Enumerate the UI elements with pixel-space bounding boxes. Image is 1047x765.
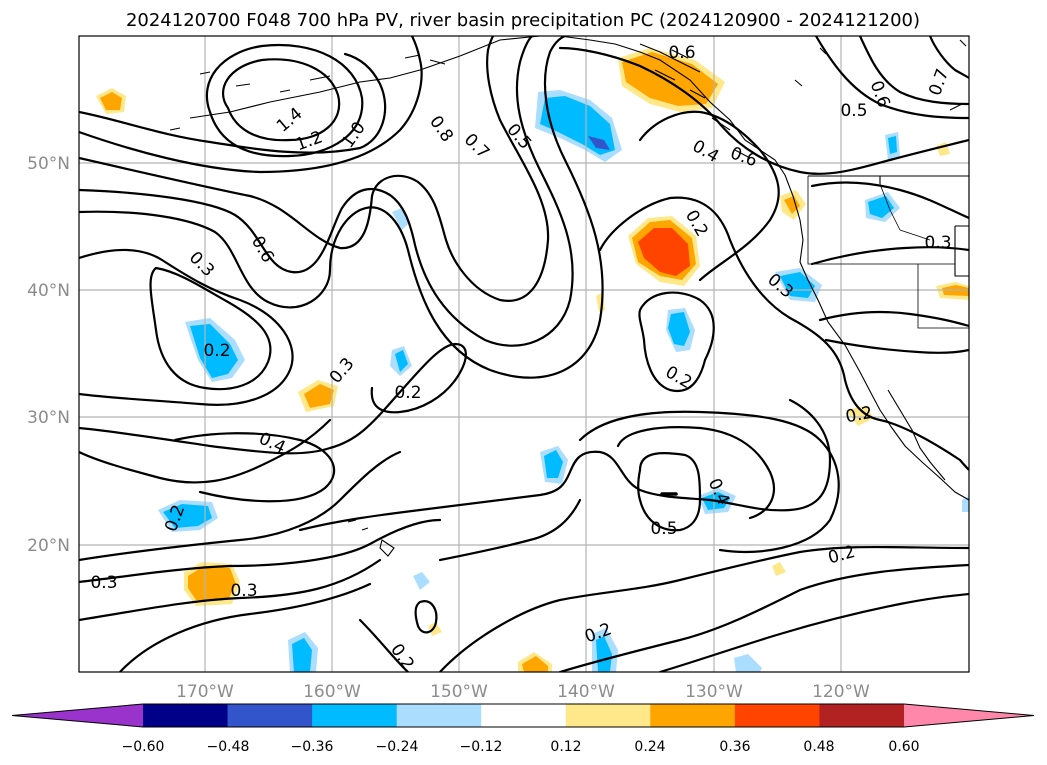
colorbar-tick: −0.24 — [376, 739, 419, 755]
colorbar-segment — [481, 704, 567, 727]
lat-label-20n: 20°N — [27, 536, 70, 556]
contour-label: 0.3 — [230, 581, 257, 601]
colorbar-segment — [734, 704, 820, 727]
coastlines — [169, 36, 969, 557]
colorbar-segment — [396, 704, 482, 727]
contour-label: 0.2 — [844, 403, 874, 427]
contour-label: 0.3 — [90, 573, 117, 593]
colorbar-tick: 0.36 — [719, 739, 750, 755]
lon-label-130w: 130°W — [685, 682, 743, 702]
contour-label: 0.3 — [924, 233, 951, 253]
colorbar-segments — [11, 703, 1035, 728]
colorbar-tick: 0.48 — [803, 739, 834, 755]
lon-label-120w: 120°W — [812, 682, 870, 702]
lat-label-50n: 50°N — [27, 154, 70, 174]
contour-label: 0.6 — [668, 43, 695, 63]
colorbar-segment — [143, 704, 229, 727]
contour-label: 0.2 — [203, 341, 230, 361]
lon-label-160w: 160°W — [303, 682, 361, 702]
contour-label: 0.5 — [650, 519, 677, 539]
colorbar: −0.60 −0.48 −0.36 −0.24 −0.12 0.12 0.24 … — [11, 703, 1035, 755]
colorbar-segment — [312, 704, 398, 727]
colorbar-tick: 0.60 — [888, 739, 919, 755]
lat-label-30n: 30°N — [27, 408, 70, 428]
colorbar-tick: −0.60 — [122, 739, 165, 755]
colorbar-segment — [819, 704, 905, 727]
colorbar-segment — [565, 704, 651, 727]
contour-label: 0.5 — [840, 101, 867, 121]
map-area: 1.4 1.2 1.0 0.8 0.7 0.5 0.6 0.6 0.4 0.2 … — [79, 36, 969, 672]
colorbar-tick: −0.12 — [460, 739, 503, 755]
colorbar-tick: 0.24 — [634, 739, 665, 755]
latitude-axis: 50°N 40°N 30°N 20°N — [27, 154, 70, 556]
lon-label-170w: 170°W — [176, 682, 234, 702]
contour-label: 0.2 — [394, 383, 421, 403]
colorbar-segment — [650, 704, 736, 727]
colorbar-tick: −0.48 — [207, 739, 250, 755]
colorbar-extend-low — [12, 704, 143, 727]
colorbar-extend-high — [904, 704, 1034, 727]
lon-label-150w: 150°W — [430, 682, 488, 702]
map-title: 2024120700 F048 700 hPa PV, river basin … — [126, 10, 920, 31]
map-frame — [78, 35, 970, 673]
pv-contours — [79, 36, 969, 672]
lat-label-40n: 40°N — [27, 281, 70, 301]
colorbar-segment — [227, 704, 313, 727]
colorbar-tick: −0.36 — [291, 739, 334, 755]
lon-label-140w: 140°W — [557, 682, 615, 702]
longitude-axis: 170°W 160°W 150°W 140°W 130°W 120°W — [176, 682, 870, 702]
colorbar-tick: 0.12 — [550, 739, 581, 755]
colorbar-ticks: −0.60 −0.48 −0.36 −0.24 −0.12 0.12 0.24 … — [122, 739, 920, 755]
colorbar-outline — [11, 703, 1035, 728]
